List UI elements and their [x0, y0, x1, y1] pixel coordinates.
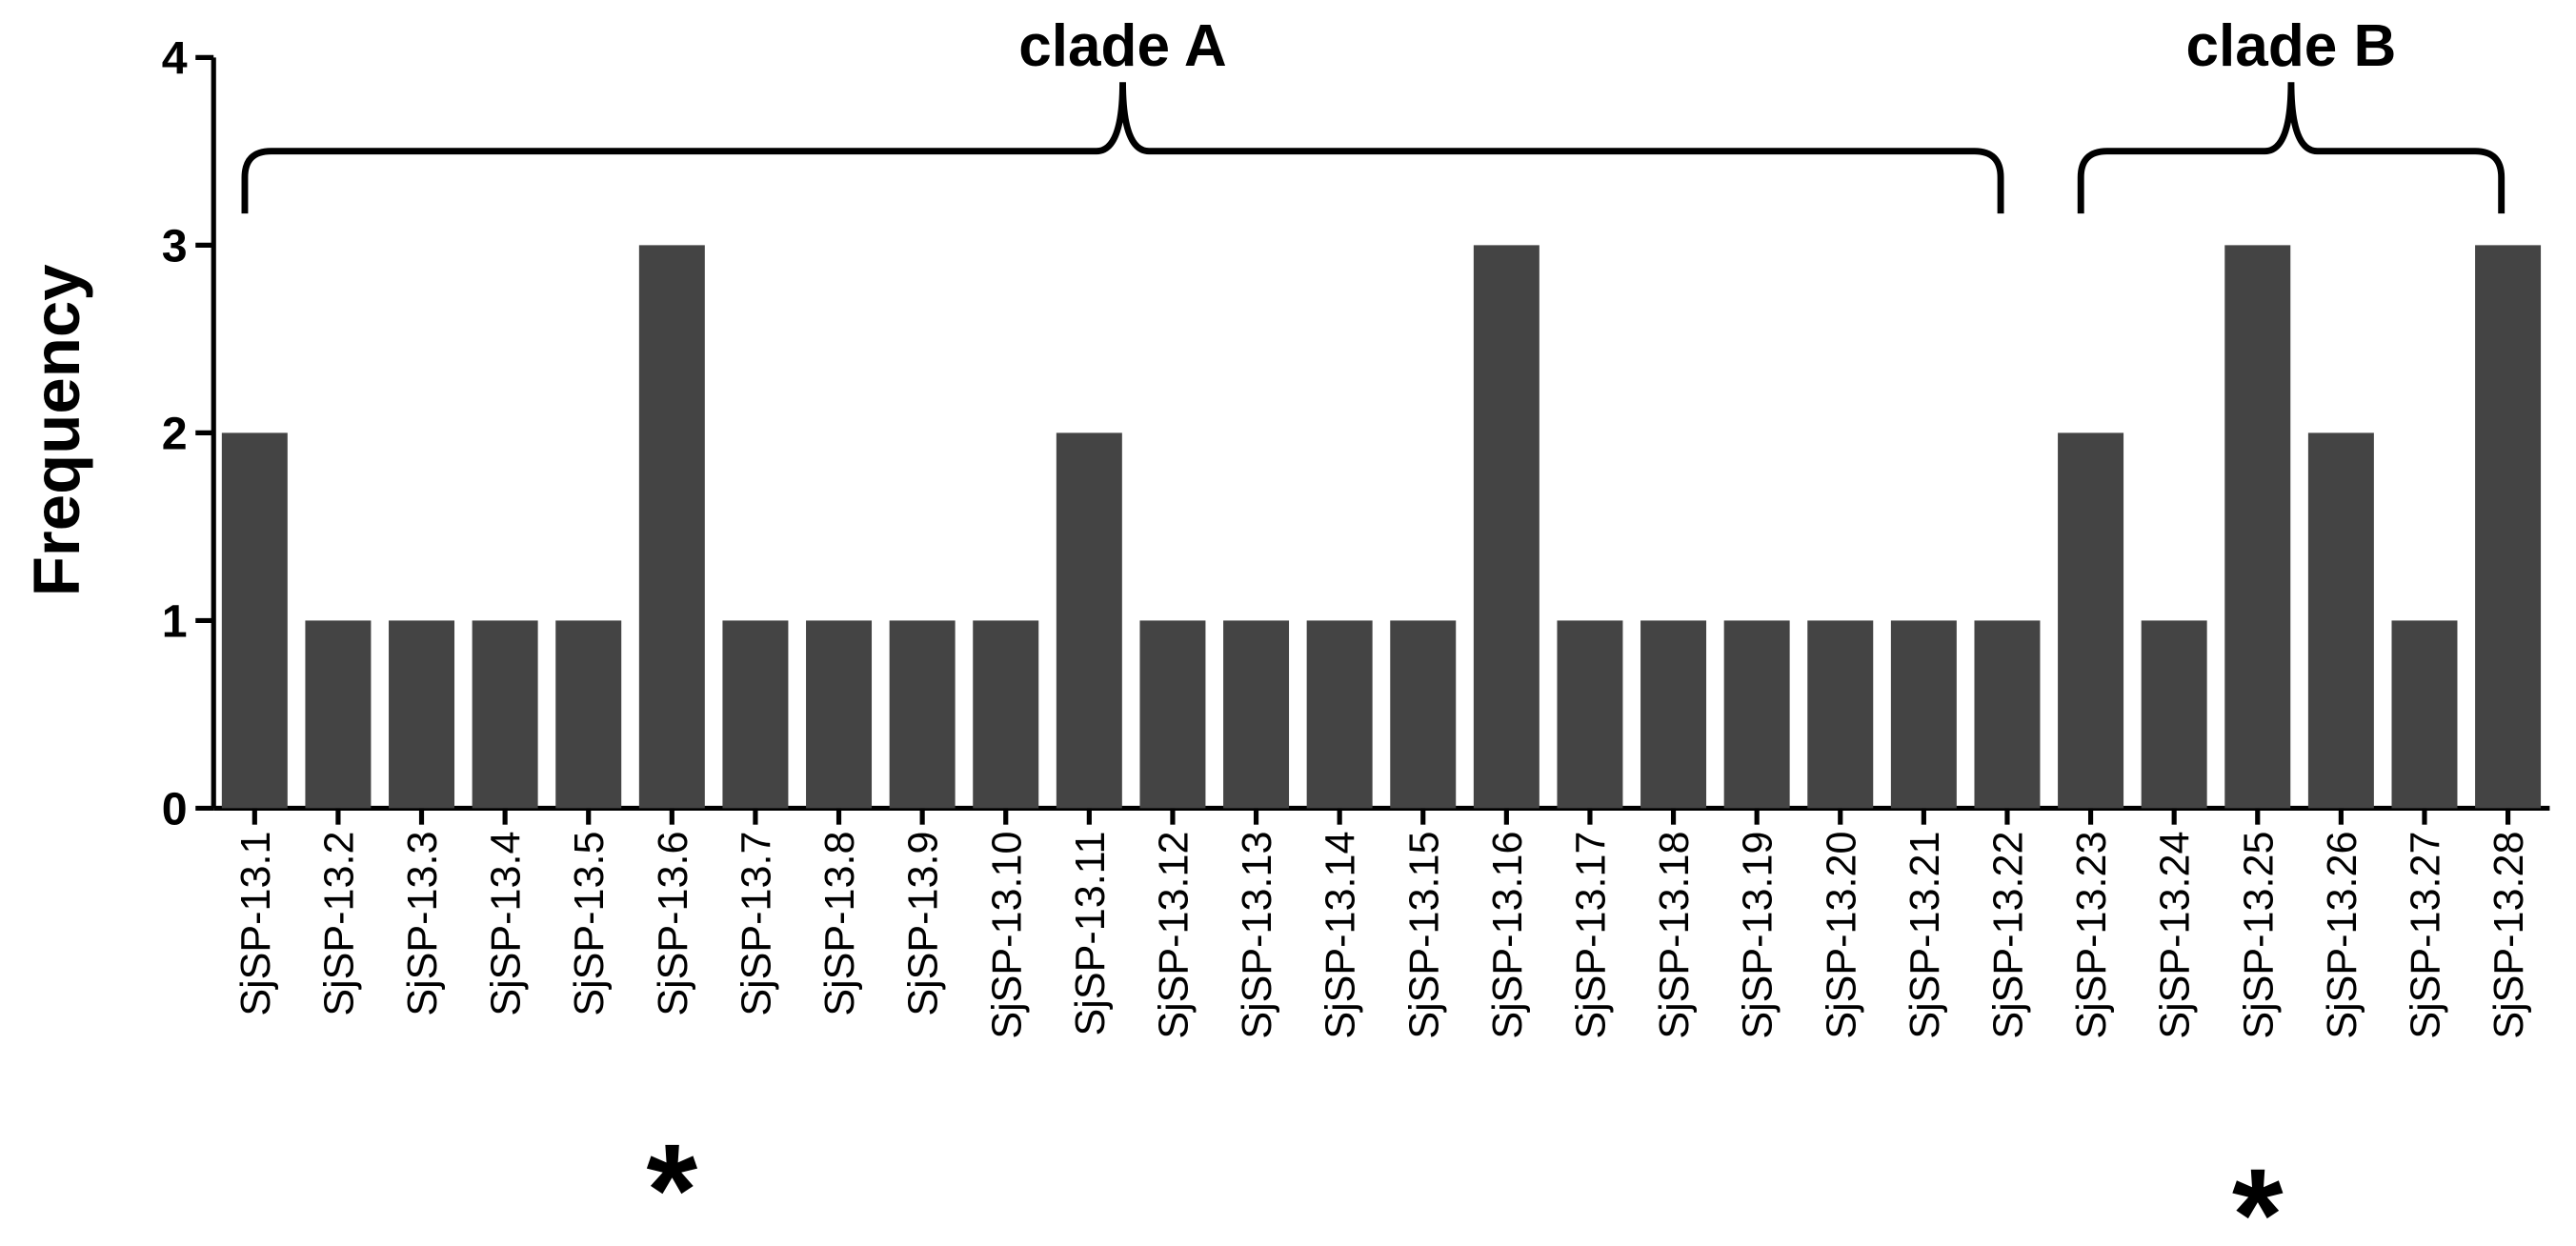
marker: *: [646, 1117, 697, 1246]
x-tick-label: SjSP-13.12: [1151, 832, 1197, 1039]
bar: [2475, 245, 2542, 809]
x-tick-label: SjSP-13.16: [1485, 832, 1531, 1039]
x-tick-label: SjSP-13.17: [1568, 832, 1614, 1039]
x-tick-label: SjSP-13.21: [1902, 832, 1948, 1039]
bar: [1223, 620, 1290, 809]
x-tick-label: SjSP-13.24: [2153, 832, 2199, 1039]
x-tick-label: SjSP-13.2: [316, 832, 362, 1016]
clade-label: clade A: [1018, 13, 1227, 79]
y-tick-label: 1: [162, 596, 188, 648]
bar: [1890, 620, 1957, 809]
bar: [2058, 432, 2124, 809]
x-tick-label: SjSP-13.4: [484, 832, 530, 1016]
y-axis-label: Frequency: [20, 264, 93, 596]
x-tick-label: SjSP-13.13: [1235, 832, 1280, 1039]
x-tick-label: SjSP-13.8: [817, 832, 863, 1016]
x-tick-label: SjSP-13.9: [901, 832, 947, 1016]
y-tick-label: 2: [162, 409, 188, 460]
x-tick-label: SjSP-13.6: [651, 832, 696, 1016]
y-tick-label: 0: [162, 784, 188, 835]
x-tick-label: SjSP-13.10: [984, 832, 1030, 1039]
bar: [889, 620, 956, 809]
x-tick-label: SjSP-13.26: [2320, 832, 2365, 1039]
x-tick-label: SjSP-13.5: [567, 832, 613, 1016]
x-tick-label: SjSP-13.28: [2486, 832, 2532, 1039]
x-tick-label: SjSP-13.14: [1318, 832, 1364, 1039]
bar: [472, 620, 538, 809]
bar: [305, 620, 372, 809]
x-tick-label: SjSP-13.27: [2403, 832, 2448, 1039]
x-tick-label: SjSP-13.25: [2236, 832, 2282, 1039]
bar: [389, 620, 455, 809]
bar: [722, 620, 789, 809]
bar: [1974, 620, 2041, 809]
bar: [1723, 620, 1790, 809]
bar: [1807, 620, 1874, 809]
bar: [1640, 620, 1707, 809]
bar: [973, 620, 1039, 809]
bar: [638, 245, 705, 809]
bar: [806, 620, 873, 809]
x-tick-label: SjSP-13.20: [1819, 832, 1864, 1039]
clade-bracket: [241, 82, 2004, 214]
x-tick-label: SjSP-13.19: [1736, 832, 1781, 1039]
x-tick-label: SjSP-13.7: [734, 832, 779, 1016]
clade-bracket: [2077, 82, 2506, 214]
marker: *: [2232, 1142, 2284, 1246]
bar: [1056, 432, 1122, 809]
bar: [555, 620, 622, 809]
y-tick-label: 3: [162, 221, 188, 272]
bar: [1139, 620, 1206, 809]
bar: [2391, 620, 2458, 809]
x-tick-label: SjSP-13.18: [1652, 832, 1698, 1039]
y-tick-label: 4: [162, 33, 188, 85]
bar: [1306, 620, 1373, 809]
bar: [1473, 245, 1540, 809]
x-tick-label: SjSP-13.23: [2069, 832, 2115, 1039]
bar: [2141, 620, 2207, 809]
x-tick-label: SjSP-13.3: [400, 832, 446, 1016]
bar: [2307, 432, 2374, 809]
x-tick-label: SjSP-13.22: [1985, 832, 2031, 1039]
x-tick-label: SjSP-13.1: [233, 832, 279, 1016]
clade-label: clade B: [2186, 13, 2397, 79]
bar: [221, 432, 288, 809]
x-tick-label: SjSP-13.15: [1401, 832, 1447, 1039]
bar: [2224, 245, 2291, 809]
x-tick-label: SjSP-13.11: [1068, 832, 1114, 1036]
bar: [1390, 620, 1457, 809]
bar: [1557, 620, 1623, 809]
